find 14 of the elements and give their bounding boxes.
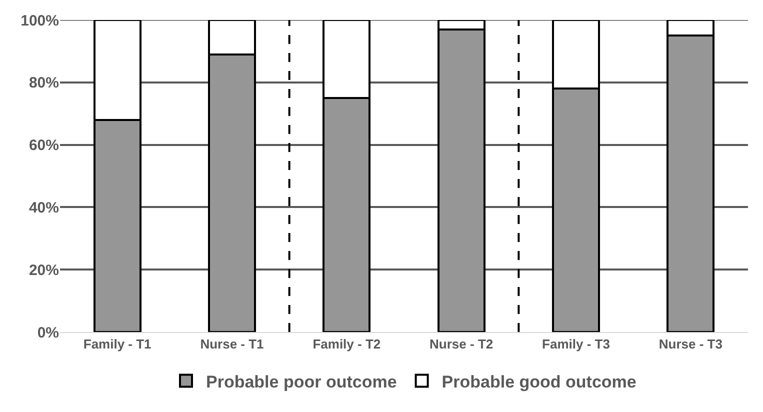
y-tick-label: 40% — [28, 199, 59, 216]
y-tick-label: 80% — [28, 74, 59, 92]
x-tick-label: Family - T3 — [542, 336, 610, 352]
x-tick-label: Nurse - T2 — [430, 336, 494, 352]
legend-label: Probable poor outcome — [206, 372, 397, 392]
legend-label: Probable good outcome — [442, 372, 636, 392]
y-tick-label: 100% — [20, 12, 59, 30]
x-tick-label: Family - T1 — [83, 336, 152, 352]
x-tick-label: Family - T2 — [312, 336, 381, 352]
x-tick-label: Nurse - T1 — [200, 336, 264, 352]
x-tick-label: Nurse - T3 — [658, 336, 722, 352]
y-tick-label: 0% — [37, 324, 59, 342]
y-tick-label: 60% — [28, 137, 59, 154]
y-tick-label: 20% — [28, 262, 59, 279]
